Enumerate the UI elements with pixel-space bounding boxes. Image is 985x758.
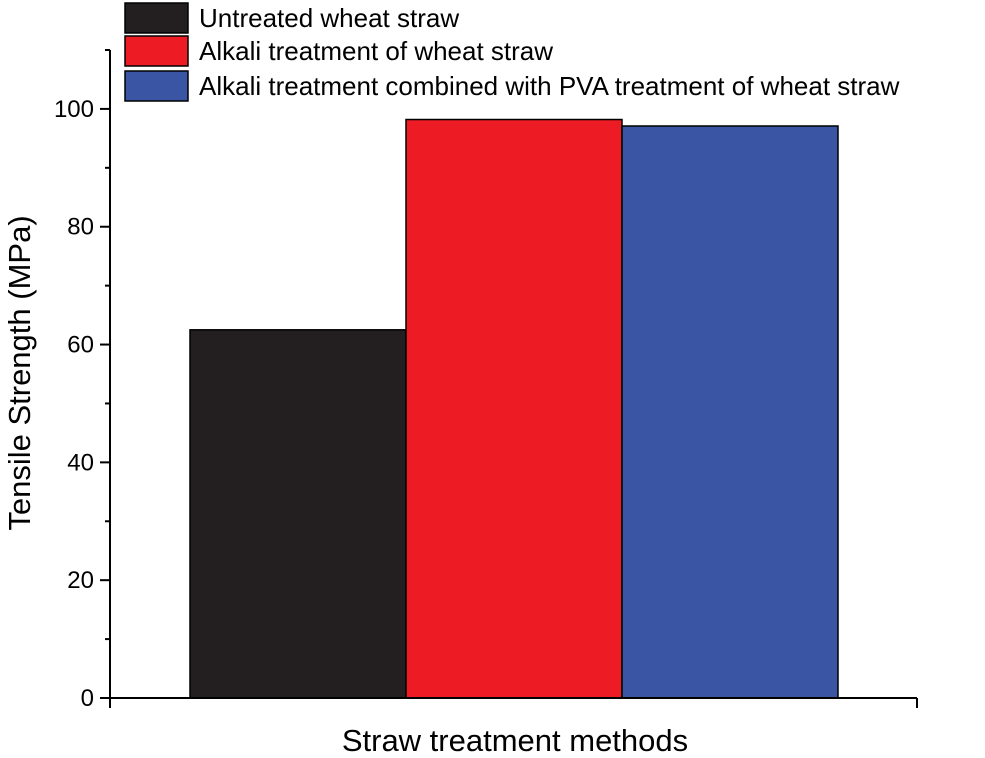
y-tick-label: 40 [67,449,94,476]
y-tick-label: 60 [67,332,94,359]
legend-label-1: Untreated wheat straw [199,3,459,33]
legend-swatch-2 [124,35,189,67]
bar-3 [621,125,839,699]
axes: 0 20 40 60 80 100 [54,49,918,712]
legend-swatch-1 [124,2,189,34]
y-axis-title: Tensile Strength (MPa) [2,215,37,530]
x-axis-title: Straw treatment methods [342,723,688,758]
y-tick-label: 0 [81,685,94,712]
bars [189,118,839,699]
bar-1 [189,329,407,699]
y-tick-label: 100 [54,96,94,123]
bar-2 [405,118,623,699]
legend-label-3: Alkali treatment combined with PVA treat… [199,71,900,101]
y-tick-label: 80 [67,214,94,241]
legend-label-2: Alkali treatment of wheat straw [199,36,553,66]
legend-swatch-3 [124,70,189,102]
y-tick-label: 20 [67,567,94,594]
